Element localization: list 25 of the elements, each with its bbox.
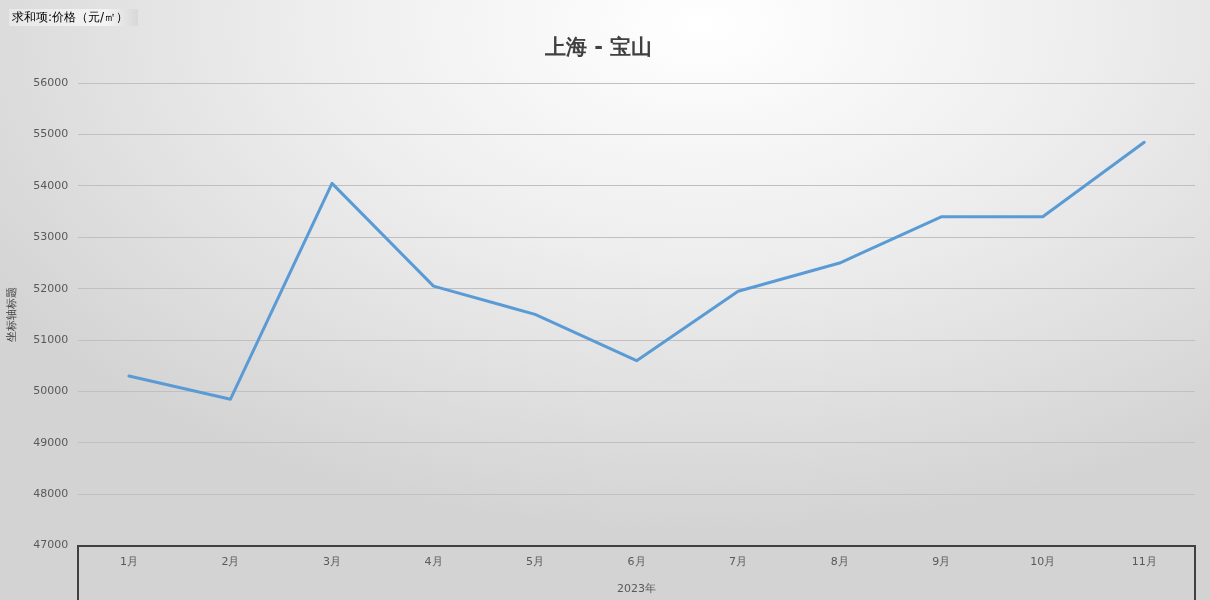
y-tick-label: 48000 [33,487,69,501]
x-tick-label: 11月 [1131,555,1157,569]
y-tick-label: 50000 [33,384,69,398]
x-tick-label: 5月 [526,555,545,569]
y-axis-title: 坐标轴标题 [5,286,19,342]
x-tick-label: 9月 [932,555,951,569]
y-tick-label: 47000 [33,538,69,552]
y-tick-label: 51000 [33,332,69,346]
y-tick-label: 55000 [33,127,69,141]
x-tick-label: 3月 [323,555,342,569]
y-tick-label: 56000 [33,76,69,90]
y-tick-label: 49000 [33,435,69,449]
x-tick-label: 4月 [424,555,443,569]
x-tick-label: 8月 [830,555,849,569]
y-tick-label: 53000 [33,230,69,244]
y-tick-label: 52000 [33,281,69,295]
chart-title: 上海 - 宝山 [543,35,653,60]
text: 求和项:价格（元/㎡） [9,9,139,26]
y-tick-label: 54000 [33,178,69,192]
x-tick-label: 10月 [1030,555,1056,569]
x-axis-title: 2023年 [617,582,657,596]
x-tick-label: 2月 [221,555,240,569]
x-tick-label: 6月 [627,555,646,569]
x-tick-label: 1月 [119,555,138,569]
x-tick-label: 7月 [729,555,748,569]
